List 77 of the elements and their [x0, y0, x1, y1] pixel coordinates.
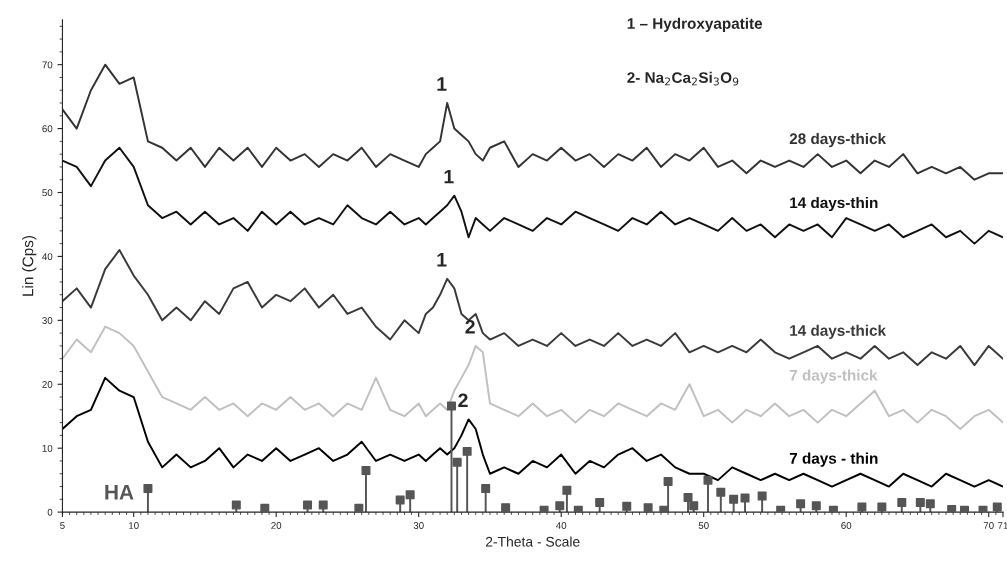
series-label: 7 days-thick [789, 369, 878, 384]
point [683, 492, 693, 502]
series-label: 14 days-thin [790, 196, 878, 212]
point [663, 476, 673, 486]
point [925, 499, 935, 509]
point [446, 401, 456, 411]
annotation: 1 [437, 253, 447, 267]
point [643, 503, 653, 513]
point [915, 498, 925, 508]
x-tick-label: 60 [841, 522, 852, 529]
point [757, 491, 767, 501]
annotation: 1 – Hydroxyapatite [627, 17, 763, 32]
point [405, 490, 415, 500]
point [562, 485, 572, 495]
point [729, 494, 739, 504]
series-label: 7 days - thin [789, 452, 878, 467]
y-tick-label: 70 [42, 61, 53, 69]
point [555, 501, 565, 511]
series-label: 28 days-thick [789, 132, 887, 148]
point [740, 493, 750, 503]
point [395, 495, 405, 505]
y-tick-label: 20 [42, 380, 53, 388]
point [659, 505, 669, 513]
point [992, 502, 1002, 512]
y-tick-label: 60 [42, 125, 53, 133]
y-tick-label: 40 [42, 253, 53, 261]
point [978, 505, 988, 513]
point [481, 483, 491, 493]
point [462, 446, 472, 456]
point [703, 475, 713, 485]
series-label: HA [105, 485, 134, 500]
point [361, 466, 371, 476]
x-tick-label: 20 [271, 522, 282, 529]
point [716, 487, 726, 497]
point [622, 501, 632, 511]
point [303, 500, 313, 510]
y-tick-label: 0 [47, 508, 53, 516]
x-tick-label: 30 [413, 522, 424, 529]
point [231, 500, 241, 510]
x-tick-label: 50 [698, 522, 709, 529]
x-tick-label: 70 [983, 522, 994, 529]
line-series [62, 146, 1003, 245]
point [318, 500, 328, 510]
annotation: 2- Na$_{2}$Ca$_{2}$Si$_{3}$O$_{9}$ [627, 71, 739, 86]
x-tick-label: 40 [556, 522, 567, 529]
point [354, 503, 364, 513]
annotation: 1 [444, 169, 454, 184]
point [776, 505, 786, 513]
y-tick-label: 10 [42, 444, 53, 452]
point [959, 505, 969, 513]
point [857, 502, 867, 512]
point [947, 505, 957, 513]
annotation: 2 [465, 319, 475, 334]
x-axis-title: 2-Theta - Scale [485, 536, 580, 547]
line-series [62, 249, 1003, 367]
point [501, 503, 511, 513]
point [897, 498, 907, 508]
x-tick-label: 5 [60, 522, 65, 529]
point [877, 502, 887, 512]
annotation: 2 [458, 393, 468, 408]
annotation: 1 [437, 77, 447, 91]
series-label: 14 days-thick [790, 324, 887, 339]
point [828, 505, 838, 513]
point [143, 483, 153, 493]
x-tick-label: 71 [998, 522, 1007, 529]
point [260, 503, 270, 513]
point [452, 457, 462, 467]
point [539, 505, 549, 513]
x-tick-label: 10 [129, 522, 139, 529]
y-tick-label: 50 [42, 189, 53, 197]
y-tick-label: 30 [42, 317, 53, 324]
y-axis-title: Lin (Cps) [22, 235, 37, 296]
point [796, 499, 806, 509]
point [811, 501, 821, 511]
point [573, 505, 583, 513]
point [595, 498, 605, 508]
point [689, 501, 699, 511]
